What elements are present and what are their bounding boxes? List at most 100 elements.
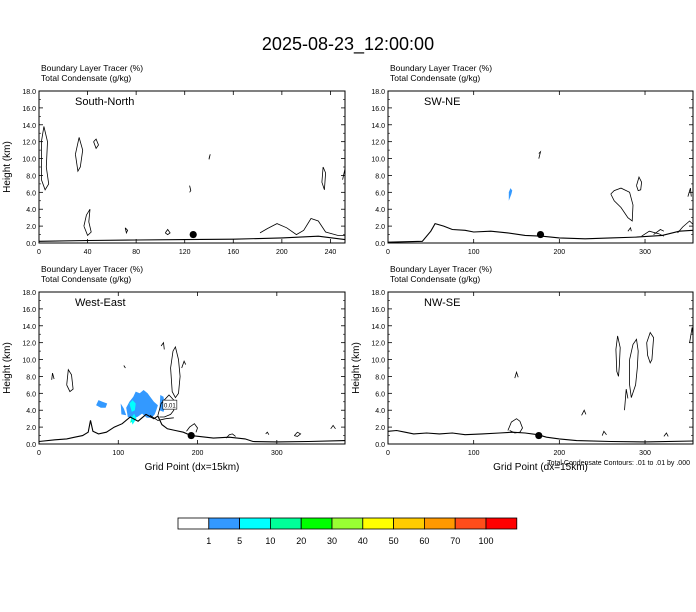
y-tick-label: 18.0 [22, 89, 36, 96]
colorbar-swatch-10 [485, 517, 518, 530]
panel-header-tracer: Boundary Layer Tracer (%) [41, 264, 143, 274]
condensate-contour-5 [646, 331, 655, 364]
y-tick-label: 8.0 [375, 173, 385, 180]
condensate-contour-9 [225, 433, 236, 439]
condensate-contour-5 [164, 228, 171, 236]
panel-header-condensate: Total Condensate (g/kg) [41, 73, 131, 83]
terrain-line [39, 235, 345, 242]
panel-header-condensate: Total Condensate (g/kg) [41, 274, 131, 284]
condensate-contour-10 [265, 431, 270, 435]
condensate-contour-4 [624, 389, 629, 411]
colorbar-swatch-1 [208, 517, 241, 530]
condensate-contour-3 [83, 208, 92, 237]
x-tick-label: 200 [192, 450, 204, 457]
y-tick-label: 10.0 [22, 157, 36, 164]
x-tick-label: 300 [639, 249, 651, 256]
y-tick-label: 0.0 [26, 442, 36, 449]
colorbar: 1 5 10 20 30 40 50 60 70 100 [177, 517, 518, 546]
y-tick-label: 16.0 [371, 106, 385, 113]
colorbar-swatch-3 [269, 517, 302, 530]
y-tick-label: 14.0 [22, 123, 36, 130]
panel-nw-se: Boundary Layer Tracer (%)Total Condensat… [351, 264, 694, 473]
x-tick-label: 160 [227, 249, 239, 256]
y-tick-label: 2.0 [375, 425, 385, 432]
x-tick-label: 40 [84, 249, 92, 256]
terrain-line [388, 429, 693, 443]
y-tick-label: 14.0 [22, 324, 36, 331]
x-tick-label: 300 [639, 450, 651, 457]
panel-plot-area [388, 327, 693, 443]
colorbar-label-7: 60 [419, 536, 429, 546]
terrain-line [388, 222, 693, 243]
y-tick-label: 4.0 [26, 207, 36, 214]
panel-label: South-North [75, 96, 134, 108]
y-tick-label: 4.0 [375, 408, 385, 415]
colorbar-swatch-5 [331, 517, 364, 530]
condensate-contour-2 [93, 138, 99, 150]
tracer-fill-5-1 [120, 403, 127, 416]
colorbar-label-2: 10 [265, 536, 275, 546]
condensate-contour-8 [186, 423, 198, 433]
tracer-fill-5-0 [96, 400, 108, 408]
colorbar-swatch-8 [423, 517, 456, 530]
condensate-contour-5 [653, 229, 665, 235]
figure-title: 2025-08-23_12:00:00 [262, 34, 434, 55]
panel-plot-area [39, 126, 345, 242]
y-tick-label: 2.0 [26, 224, 36, 231]
condensate-contour-2 [615, 335, 621, 377]
x-axis-label: Grid Point (dx=15km) [493, 462, 588, 473]
condensate-contour-4 [160, 341, 165, 350]
panel-label: SW-NE [424, 96, 460, 108]
condensate-contour-7 [189, 185, 192, 193]
colorbar-swatch-2 [239, 517, 271, 530]
colorbar-label-3: 20 [296, 536, 306, 546]
condensate-contour-11 [294, 431, 302, 437]
location-marker [189, 230, 197, 239]
y-tick-label: 10.0 [22, 358, 36, 365]
y-tick-label: 0.0 [26, 241, 36, 248]
tracer-fill-5-0 [508, 188, 513, 201]
panel-label: NW-SE [424, 297, 460, 309]
panel-west-east: Boundary Layer Tracer (%)Total Condensat… [2, 264, 346, 473]
panels: Boundary Layer Tracer (%)Total Condensat… [2, 63, 694, 473]
contour-footnote: Total Condensate Contours: .01 to .01 by… [547, 460, 690, 467]
condensate-contour-7 [149, 414, 174, 421]
x-tick-label: 100 [468, 450, 480, 457]
condensate-contour-9 [321, 166, 327, 190]
x-axis-label: Grid Point (dx=15km) [145, 462, 240, 473]
colorbar-label-8: 70 [450, 536, 460, 546]
colorbar-label-0: 1 [206, 536, 211, 546]
panel-plot-area [388, 150, 693, 243]
panel-frame [38, 291, 346, 445]
y-tick-label: 4.0 [26, 408, 36, 415]
panel-header-tracer: Boundary Layer Tracer (%) [390, 63, 492, 73]
y-tick-label: 18.0 [22, 290, 36, 297]
condensate-contour-6 [677, 220, 693, 234]
y-tick-label: 18.0 [371, 290, 385, 297]
y-tick-label: 2.0 [26, 425, 36, 432]
contour-label-box [162, 399, 178, 410]
y-tick-label: 6.0 [26, 391, 36, 398]
y-tick-label: 8.0 [26, 173, 36, 180]
terrain-line [39, 413, 345, 443]
y-tick-label: 14.0 [371, 123, 385, 130]
panel-header-condensate: Total Condensate (g/kg) [390, 73, 480, 83]
condensate-contour-2 [636, 176, 643, 192]
condensate-contour-6 [208, 154, 211, 160]
colorbar-swatch-7 [393, 517, 425, 530]
y-tick-label: 6.0 [26, 190, 36, 197]
colorbar-label-1: 5 [237, 536, 242, 546]
y-axis-label: Height (km) [2, 141, 13, 193]
tracer-fill-5-2 [126, 390, 158, 419]
condensate-contour-0 [538, 150, 542, 159]
condensate-contour-1 [610, 187, 634, 222]
condensate-contour-3 [629, 338, 639, 398]
colorbar-label-5: 40 [358, 536, 368, 546]
panel-label: West-East [75, 297, 126, 309]
condensate-contour-12 [330, 424, 336, 430]
y-tick-label: 0.0 [375, 241, 385, 248]
y-axis-label: Height (km) [351, 342, 362, 394]
panel-header-condensate: Total Condensate (g/kg) [390, 274, 480, 284]
y-tick-label: 12.0 [22, 341, 36, 348]
